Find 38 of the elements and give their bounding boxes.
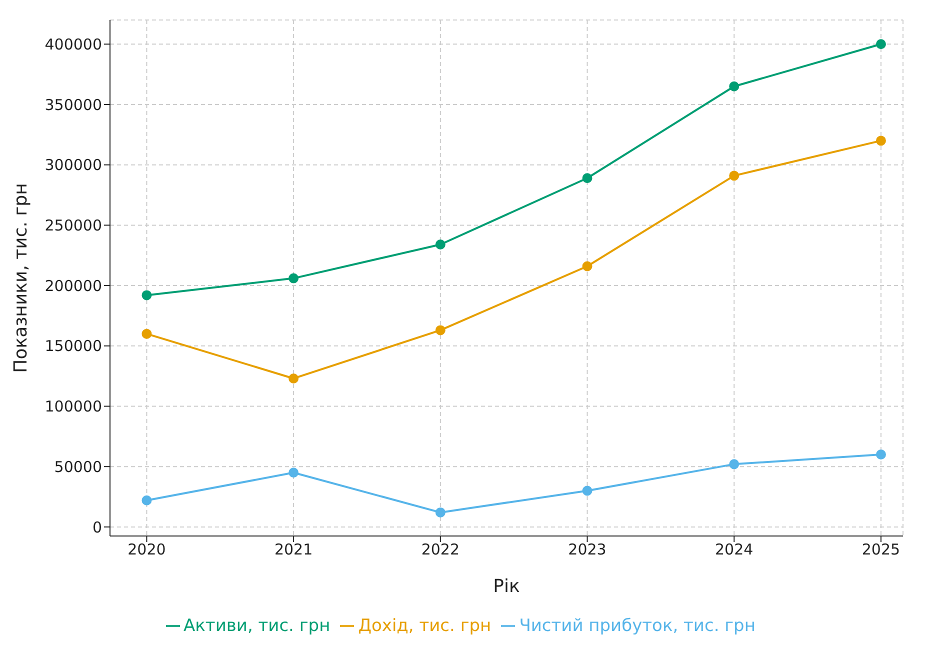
point (729, 459, 740, 470)
x-tick-label: 2022 (421, 540, 460, 559)
x-tick-label: 2020 (128, 540, 166, 559)
point (288, 273, 299, 284)
y-tick-label: 0 (92, 518, 102, 536)
point (142, 328, 152, 339)
point (435, 240, 446, 250)
point (288, 468, 299, 478)
y-tick-label: 300000 (44, 156, 102, 174)
point (435, 325, 446, 336)
x-tick-label: 2023 (568, 540, 606, 559)
y-tick-label: 400000 (44, 35, 102, 54)
point (729, 81, 740, 92)
point (142, 290, 152, 300)
y-tick-label: 150000 (44, 337, 102, 356)
y-axis-title: Показники, тис. грн (10, 183, 32, 373)
point (435, 507, 446, 518)
point (876, 136, 886, 146)
point (729, 170, 740, 181)
point (582, 486, 592, 496)
point (582, 173, 592, 184)
legend-label: Чистий прибуток, тис. грн (519, 616, 756, 636)
y-tick-label: 200000 (44, 276, 102, 295)
x-axis-title: Рік (493, 576, 520, 597)
x-tick-label: 2024 (715, 540, 754, 559)
point (288, 373, 299, 384)
point (876, 450, 886, 460)
y-tick-label: 50000 (54, 458, 102, 476)
y-tick-label: 250000 (44, 216, 102, 235)
x-tick-label: 2021 (274, 540, 313, 559)
point (582, 261, 592, 272)
x-tick-label: 2025 (862, 540, 900, 559)
point (142, 495, 152, 506)
legend-label: Активи, тис. грн (184, 616, 330, 636)
point (876, 39, 886, 50)
y-tick-label: 350000 (44, 96, 102, 114)
legend-label: Дохід, тис. грн (358, 616, 492, 636)
y-tick-label: 100000 (44, 398, 102, 416)
